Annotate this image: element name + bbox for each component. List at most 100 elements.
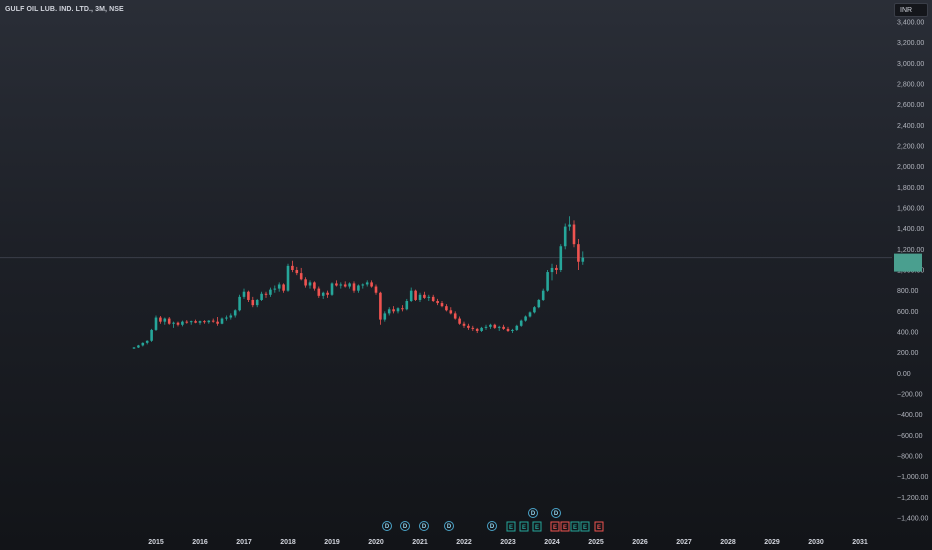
candle-body [568, 224, 571, 227]
candle-body [541, 290, 545, 300]
y-tick-label: 1,400.00 [897, 226, 924, 233]
dividend-marker [551, 508, 561, 518]
candle-body [555, 267, 558, 270]
candle-body [198, 321, 202, 323]
candle-body [436, 301, 439, 304]
earnings-marker-label: E [583, 525, 587, 531]
candle-body [172, 322, 175, 324]
y-tick-label: 2,600.00 [897, 102, 924, 109]
candle-body [427, 296, 431, 298]
candle-body [251, 299, 255, 306]
candle-body [493, 324, 497, 328]
candle-body [255, 299, 259, 306]
x-tick-label: 2024 [544, 539, 560, 546]
candle-body [238, 296, 241, 311]
candle-body [511, 329, 514, 331]
dividend-marker-label: D [422, 524, 427, 530]
candle-body [154, 317, 158, 330]
earnings-marker-label: E [597, 525, 601, 531]
candle-body [317, 288, 321, 296]
y-tick-label: −600.00 [897, 433, 923, 440]
y-tick-label: 1,200.00 [897, 247, 924, 254]
candle-body [176, 322, 180, 325]
candle-body [392, 309, 395, 312]
candle-body [563, 226, 567, 247]
symbol-title: GULF OIL LUB. IND. LTD., 3M, NSE [5, 6, 124, 13]
x-tick-label: 2026 [632, 539, 648, 546]
candle-body [440, 303, 444, 307]
earnings-marker [560, 521, 570, 532]
candle-body [326, 292, 329, 295]
y-tick-label: 1,800.00 [897, 185, 924, 192]
y-tick-label: 1,600.00 [897, 206, 924, 213]
dividend-marker [487, 521, 497, 531]
candle-body [379, 292, 382, 320]
candle-body [220, 318, 224, 324]
candle-body [480, 327, 483, 331]
candle-body [409, 290, 413, 301]
candle-body [502, 326, 505, 329]
candle-body [533, 307, 536, 313]
dividend-marker-label: D [385, 524, 390, 530]
y-tick-label: 3,400.00 [897, 20, 924, 27]
x-tick-label: 2016 [192, 539, 208, 546]
candle-body [145, 340, 149, 343]
candle-body [269, 289, 272, 295]
candle-body [423, 294, 426, 298]
candle-body [159, 317, 162, 322]
candle-body [370, 282, 373, 287]
candle-body [515, 325, 519, 330]
candle-body [546, 272, 549, 291]
x-tick-label: 2020 [368, 539, 384, 546]
candle-body [141, 342, 145, 346]
dividend-marker-label: D [447, 524, 452, 530]
candle-body [335, 283, 338, 286]
candle-body [581, 257, 585, 262]
candle-body [132, 347, 136, 349]
candle-body [449, 310, 453, 314]
candle-body [577, 244, 580, 262]
candle-body [537, 299, 541, 308]
candle-body [519, 320, 523, 326]
earnings-marker-label: E [509, 525, 513, 531]
x-tick-label: 2021 [412, 539, 428, 546]
dividend-marker-label: D [490, 524, 495, 530]
dividend-marker [528, 508, 538, 518]
x-tick-label: 2022 [456, 539, 472, 546]
candle-body [471, 327, 475, 329]
candle-body [339, 284, 343, 286]
earnings-marker-label: E [522, 525, 526, 531]
candle-body [233, 310, 237, 316]
y-tick-label: 2,400.00 [897, 123, 924, 130]
candle-body [277, 284, 281, 289]
currency-selector[interactable]: INR [894, 3, 928, 17]
candle-body [216, 321, 219, 324]
candle-body [282, 284, 285, 291]
y-tick-label: 2,800.00 [897, 82, 924, 89]
candle-body [357, 285, 360, 291]
candle-body [524, 316, 527, 321]
candle-body [445, 306, 448, 311]
y-tick-label: 200.00 [897, 350, 919, 357]
x-tick-label: 2025 [588, 539, 604, 546]
candle-body [273, 288, 277, 290]
candle-body [229, 315, 233, 318]
y-tick-label: 3,000.00 [897, 61, 924, 68]
candle-body [387, 309, 391, 314]
candle-body [313, 282, 316, 289]
candle-body [189, 321, 193, 323]
candle-body [308, 282, 312, 286]
candle-body [352, 283, 356, 291]
candle-body [211, 320, 215, 322]
candle-body [295, 270, 299, 274]
y-tick-label: −800.00 [897, 454, 923, 461]
candle-body [396, 308, 400, 312]
candle-body [383, 313, 387, 320]
x-tick-label: 2027 [676, 539, 692, 546]
candle-body [137, 345, 140, 348]
candle-body [572, 224, 576, 245]
candle-body [418, 294, 422, 300]
candle-body [330, 283, 334, 295]
candle-body [489, 324, 492, 327]
